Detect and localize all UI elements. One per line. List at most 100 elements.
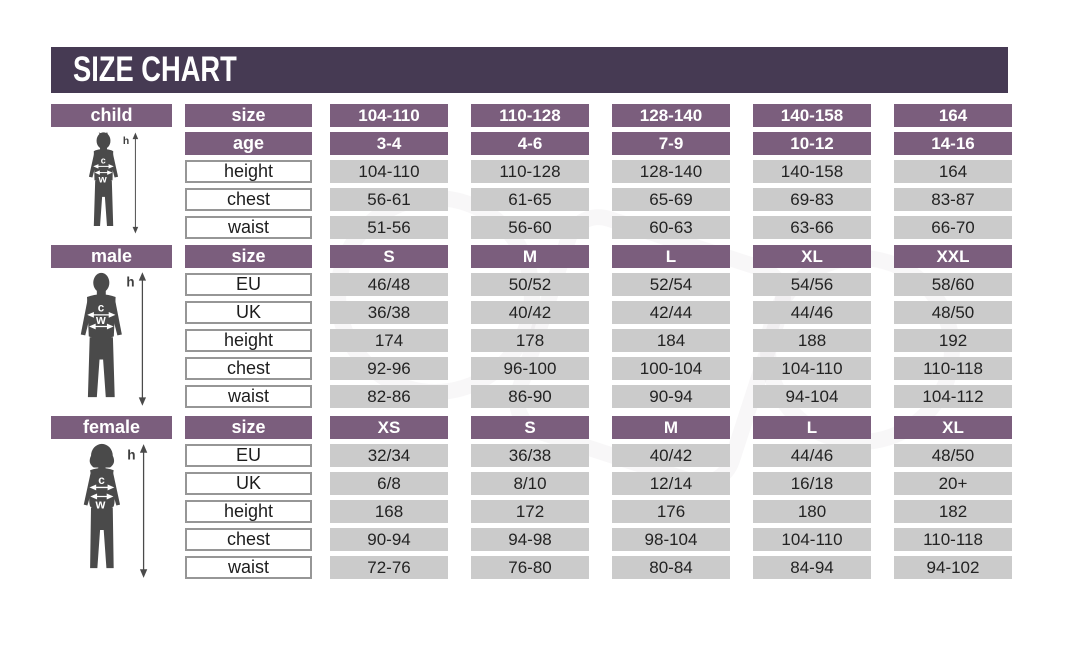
male-UK-cell: 42/44 (612, 301, 730, 324)
male-height-cell: 174 (330, 329, 448, 352)
body-silhouette-figure: c w h (51, 127, 172, 239)
male-row-label-size: size (185, 245, 312, 268)
male-row-label-chest: chest (185, 357, 312, 380)
male-row-height: height 174 178 184 188 192 (185, 329, 1012, 352)
section-label-female: female (51, 416, 172, 439)
child-chest-cell: 56-61 (330, 188, 448, 211)
female-UK-cell: 16/18 (753, 472, 871, 495)
rows: size 104-110 110-128 128-140 140-158 164 age… (185, 104, 1012, 239)
male-chest-cell: 96-100 (471, 357, 589, 380)
male-EU-cell: 52/54 (612, 273, 730, 296)
male-row-label-EU: EU (185, 273, 312, 296)
female-size-cell: XS (330, 416, 448, 439)
child-size-cell: 140-158 (753, 104, 871, 127)
male-waist-cell: 94-104 (753, 385, 871, 408)
female-chest-cell: 90-94 (330, 528, 448, 551)
female-UK-cell: 20+ (894, 472, 1012, 495)
child-waist-cell: 51-56 (330, 216, 448, 239)
child-waist-cell: 56-60 (471, 216, 589, 239)
female-row-label-height: height (185, 500, 312, 523)
female-row-label-size: size (185, 416, 312, 439)
chest-letter: c (98, 474, 105, 487)
rows: size S M L XL XXL EU 46/48 50/52 52/54 54/56 58/… (185, 245, 1012, 408)
child-size-cell: 128-140 (612, 104, 730, 127)
female-size-cell: M (612, 416, 730, 439)
child-height-cell: 104-110 (330, 160, 448, 183)
height-letter: h (127, 274, 135, 289)
male-row-label-waist: waist (185, 385, 312, 408)
child-waist-cell: 60-63 (612, 216, 730, 239)
child-row-height: height 104-110 110-128 128-140 140-158 164 (185, 160, 1012, 183)
male-UK-cell: 44/46 (753, 301, 871, 324)
male-chest-cell: 110-118 (894, 357, 1012, 380)
female-waist-cell: 94-102 (894, 556, 1012, 579)
male-UK-cell: 48/50 (894, 301, 1012, 324)
child-age-cell: 10-12 (753, 132, 871, 155)
title-banner: SIZE CHART (51, 47, 1008, 93)
male-EU-cell: 58/60 (894, 273, 1012, 296)
female-EU-cell: 48/50 (894, 444, 1012, 467)
male-size-cell: XL (753, 245, 871, 268)
female-row-height: height 168 172 176 180 182 (185, 500, 1012, 523)
waist-letter: w (98, 174, 108, 185)
child-size-cell: 164 (894, 104, 1012, 127)
waist-letter: w (94, 497, 105, 511)
rows: size XS S M L XL EU 32/34 36/38 40/42 44/46 48/5… (185, 416, 1012, 579)
child-height-cell: 110-128 (471, 160, 589, 183)
male-row-EU: EU 46/48 50/52 52/54 54/56 58/60 (185, 273, 1012, 296)
female-row-size: size XS S M L XL (185, 416, 1012, 439)
child-row-waist: waist 51-56 56-60 60-63 63-66 66-70 (185, 216, 1012, 239)
child-age-cell: 3-4 (330, 132, 448, 155)
female-chest-cell: 94-98 (471, 528, 589, 551)
female-row-EU: EU 32/34 36/38 40/42 44/46 48/50 (185, 444, 1012, 467)
male-size-cell: L (612, 245, 730, 268)
section-female: female c w (51, 416, 1012, 579)
female-EU-cell: 40/42 (612, 444, 730, 467)
male-row-UK: UK 36/38 40/42 42/44 44/46 48/50 (185, 301, 1012, 324)
chest-letter: c (98, 301, 105, 314)
female-height-cell: 168 (330, 500, 448, 523)
child-height-cell: 128-140 (612, 160, 730, 183)
female-height-cell: 180 (753, 500, 871, 523)
male-chest-cell: 100-104 (612, 357, 730, 380)
female-chest-cell: 104-110 (753, 528, 871, 551)
child-chest-cell: 61-65 (471, 188, 589, 211)
body-silhouette-figure: c w h (51, 439, 172, 579)
female-row-UK: UK 6/8 8/10 12/14 16/18 20+ (185, 472, 1012, 495)
child-row-label-chest: chest (185, 188, 312, 211)
male-waist-cell: 90-94 (612, 385, 730, 408)
female-height-cell: 176 (612, 500, 730, 523)
male-EU-cell: 54/56 (753, 273, 871, 296)
male-UK-cell: 40/42 (471, 301, 589, 324)
section-child: child c w (51, 104, 1012, 239)
female-row-label-UK: UK (185, 472, 312, 495)
child-row-label-height: height (185, 160, 312, 183)
child-row-chest: chest 56-61 61-65 65-69 69-83 83-87 (185, 188, 1012, 211)
female-row-label-chest: chest (185, 528, 312, 551)
male-chest-cell: 92-96 (330, 357, 448, 380)
child-age-cell: 4-6 (471, 132, 589, 155)
male-silhouette-icon: c w h (81, 272, 147, 406)
child-chest-cell: 83-87 (894, 188, 1012, 211)
male-UK-cell: 36/38 (330, 301, 448, 324)
child-height-cell: 140-158 (753, 160, 871, 183)
male-height-cell: 184 (612, 329, 730, 352)
male-waist-cell: 104-112 (894, 385, 1012, 408)
section-label-child: child (51, 104, 172, 127)
male-EU-cell: 46/48 (330, 273, 448, 296)
child-age-cell: 14-16 (894, 132, 1012, 155)
female-EU-cell: 36/38 (471, 444, 589, 467)
female-waist-cell: 72-76 (330, 556, 448, 579)
child-row-size: size 104-110 110-128 128-140 140-158 164 (185, 104, 1012, 127)
male-row-size: size S M L XL XXL (185, 245, 1012, 268)
chest-letter: c (101, 156, 106, 166)
child-chest-cell: 69-83 (753, 188, 871, 211)
female-height-cell: 172 (471, 500, 589, 523)
male-row-label-height: height (185, 329, 312, 352)
female-waist-cell: 84-94 (753, 556, 871, 579)
female-row-waist: waist 72-76 76-80 80-84 84-94 94-102 (185, 556, 1012, 579)
male-chest-cell: 104-110 (753, 357, 871, 380)
page-title: SIZE CHART (73, 50, 237, 89)
child-waist-cell: 63-66 (753, 216, 871, 239)
female-chest-cell: 98-104 (612, 528, 730, 551)
